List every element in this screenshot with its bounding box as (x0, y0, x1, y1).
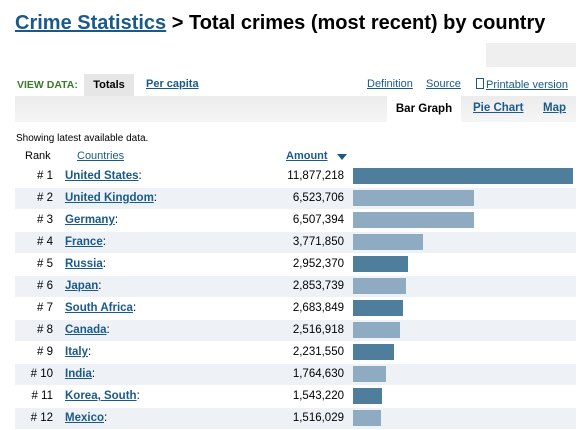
country-link[interactable]: Korea, South (65, 390, 137, 402)
amount-bar (353, 410, 381, 426)
amount-cell: 3,771,850 (292, 236, 344, 248)
amount-bar (353, 168, 573, 184)
rank-cell: # 4 (37, 236, 53, 248)
page-title: Crime Statistics > Total crimes (most re… (15, 12, 545, 35)
amount-bar (353, 322, 400, 338)
country-cell: Italy: (65, 346, 92, 358)
amount-cell: 11,877,218 (287, 170, 344, 182)
table-row: # 7 South Africa: 2,683,849 (15, 298, 576, 320)
amount-bar (353, 212, 474, 228)
table-row: # 6 Japan: 2,853,739 (15, 276, 576, 298)
amount-cell: 2,952,370 (292, 258, 344, 270)
table-row: # 1 United States: 11,877,218 (15, 166, 576, 188)
amount-bar (353, 278, 406, 294)
country-cell: Russia: (65, 258, 106, 270)
definition-link[interactable]: Definition (367, 78, 413, 90)
table-row: # 2 United Kingdom: 6,523,706 (15, 188, 576, 210)
country-link[interactable]: Japan (65, 280, 99, 292)
tab-per-capita[interactable]: Per capita (146, 78, 199, 90)
country-cell: Canada: (65, 324, 110, 336)
country-link[interactable]: Canada (65, 324, 107, 336)
country-cell: United States: (65, 170, 142, 182)
graph-type-tabs: Bar Graph Pie Chart Map (15, 96, 576, 122)
table-row: # 11 Korea, South: 1,543,220 (15, 386, 576, 408)
view-data-label: VIEW DATA: (17, 79, 78, 91)
tab-totals[interactable]: Totals (84, 74, 134, 96)
amount-cell: 2,853,739 (292, 280, 344, 292)
amount-cell: 2,683,849 (292, 302, 344, 314)
country-cell: South Africa: (65, 302, 137, 314)
printable-version-link[interactable]: Printable version (476, 78, 568, 91)
country-link[interactable]: Mexico (65, 412, 104, 424)
breadcrumb-crime-statistics-link[interactable]: Crime Statistics (15, 12, 167, 34)
amount-cell: 1,764,630 (292, 368, 344, 380)
country-link[interactable]: United States (65, 170, 139, 182)
printer-icon (476, 78, 484, 89)
table-row: # 12 Mexico: 1,516,029 (15, 408, 576, 430)
rank-cell: # 9 (37, 346, 53, 358)
country-cell: Germany: (65, 214, 119, 226)
column-header-amount[interactable]: Amount (286, 150, 328, 162)
rank-cell: # 10 (30, 368, 53, 380)
country-link[interactable]: United Kingdom (65, 192, 154, 204)
amount-cell: 1,543,220 (292, 390, 344, 402)
country-cell: India: (65, 368, 96, 380)
rank-cell: # 12 (30, 412, 53, 424)
rank-cell: # 8 (37, 324, 53, 336)
view-data-bar: VIEW DATA: Totals Per capita Definition … (15, 74, 576, 96)
country-cell: France: (65, 236, 106, 248)
column-header-rank: Rank (25, 150, 51, 162)
amount-bar (353, 300, 403, 316)
ad-placeholder (486, 43, 576, 67)
country-cell: Korea, South: (65, 390, 140, 402)
rank-cell: # 1 (37, 170, 53, 182)
table-row: # 8 Canada: 2,516,918 (15, 320, 576, 342)
amount-cell: 2,516,918 (292, 324, 344, 336)
table-row: # 3 Germany: 6,507,394 (15, 210, 576, 232)
amount-bar (353, 388, 382, 404)
amount-cell: 1,516,029 (292, 412, 344, 424)
country-cell: Mexico: (65, 412, 108, 424)
breadcrumb-separator: > (166, 12, 189, 34)
amount-cell: 2,231,550 (292, 346, 344, 358)
rank-cell: # 2 (37, 192, 53, 204)
rank-cell: # 11 (31, 390, 53, 402)
page-heading: Total crimes (most recent) by country (188, 12, 546, 34)
source-link[interactable]: Source (426, 78, 461, 90)
rank-cell: # 3 (37, 214, 53, 226)
rank-cell: # 6 (37, 280, 53, 292)
printable-version-label: Printable version (486, 79, 568, 91)
showing-latest-note: Showing latest available data. (16, 133, 149, 144)
table-row: # 9 Italy: 2,231,550 (15, 342, 576, 364)
tab-map[interactable]: Map (543, 102, 566, 114)
country-link[interactable]: Russia (65, 258, 103, 270)
amount-bar (353, 366, 386, 382)
amount-bar (353, 256, 408, 272)
amount-bar (353, 234, 423, 250)
rank-cell: # 5 (37, 258, 53, 270)
table-row: # 10 India: 1,764,630 (15, 364, 576, 386)
rank-cell: # 7 (37, 302, 53, 314)
country-link[interactable]: Italy (65, 346, 89, 358)
column-header-countries[interactable]: Countries (77, 150, 125, 162)
country-link[interactable]: India (65, 368, 92, 380)
country-link[interactable]: France (65, 236, 103, 248)
table-row: # 5 Russia: 2,952,370 (15, 254, 576, 276)
amount-cell: 6,507,394 (292, 214, 344, 226)
sort-descending-icon[interactable] (337, 154, 347, 160)
table-row: # 4 France: 3,771,850 (15, 232, 576, 254)
country-cell: United Kingdom: (65, 192, 157, 204)
tab-bar-graph[interactable]: Bar Graph (387, 96, 461, 122)
country-link[interactable]: South Africa (65, 302, 133, 314)
amount-cell: 6,523,706 (292, 192, 344, 204)
tab-pie-chart[interactable]: Pie Chart (473, 102, 524, 114)
country-link[interactable]: Germany (65, 214, 115, 226)
amount-bar (353, 344, 394, 360)
amount-bar (353, 190, 474, 206)
crime-table: # 1 United States: 11,877,218 # 2 United Kin… (15, 166, 576, 430)
country-cell: Japan: (65, 280, 102, 292)
